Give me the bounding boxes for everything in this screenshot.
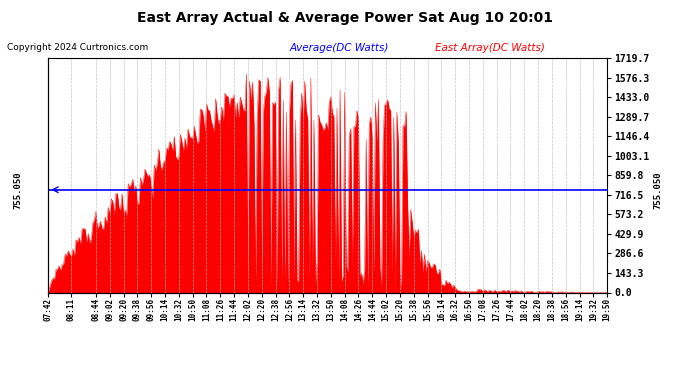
Text: Average(DC Watts): Average(DC Watts) (290, 43, 389, 53)
Text: East Array Actual & Average Power Sat Aug 10 20:01: East Array Actual & Average Power Sat Au… (137, 11, 553, 25)
Text: East Array(DC Watts): East Array(DC Watts) (435, 43, 544, 53)
Text: 755.050: 755.050 (13, 171, 22, 208)
Text: 755.050: 755.050 (653, 171, 662, 208)
Text: Copyright 2024 Curtronics.com: Copyright 2024 Curtronics.com (7, 43, 148, 52)
